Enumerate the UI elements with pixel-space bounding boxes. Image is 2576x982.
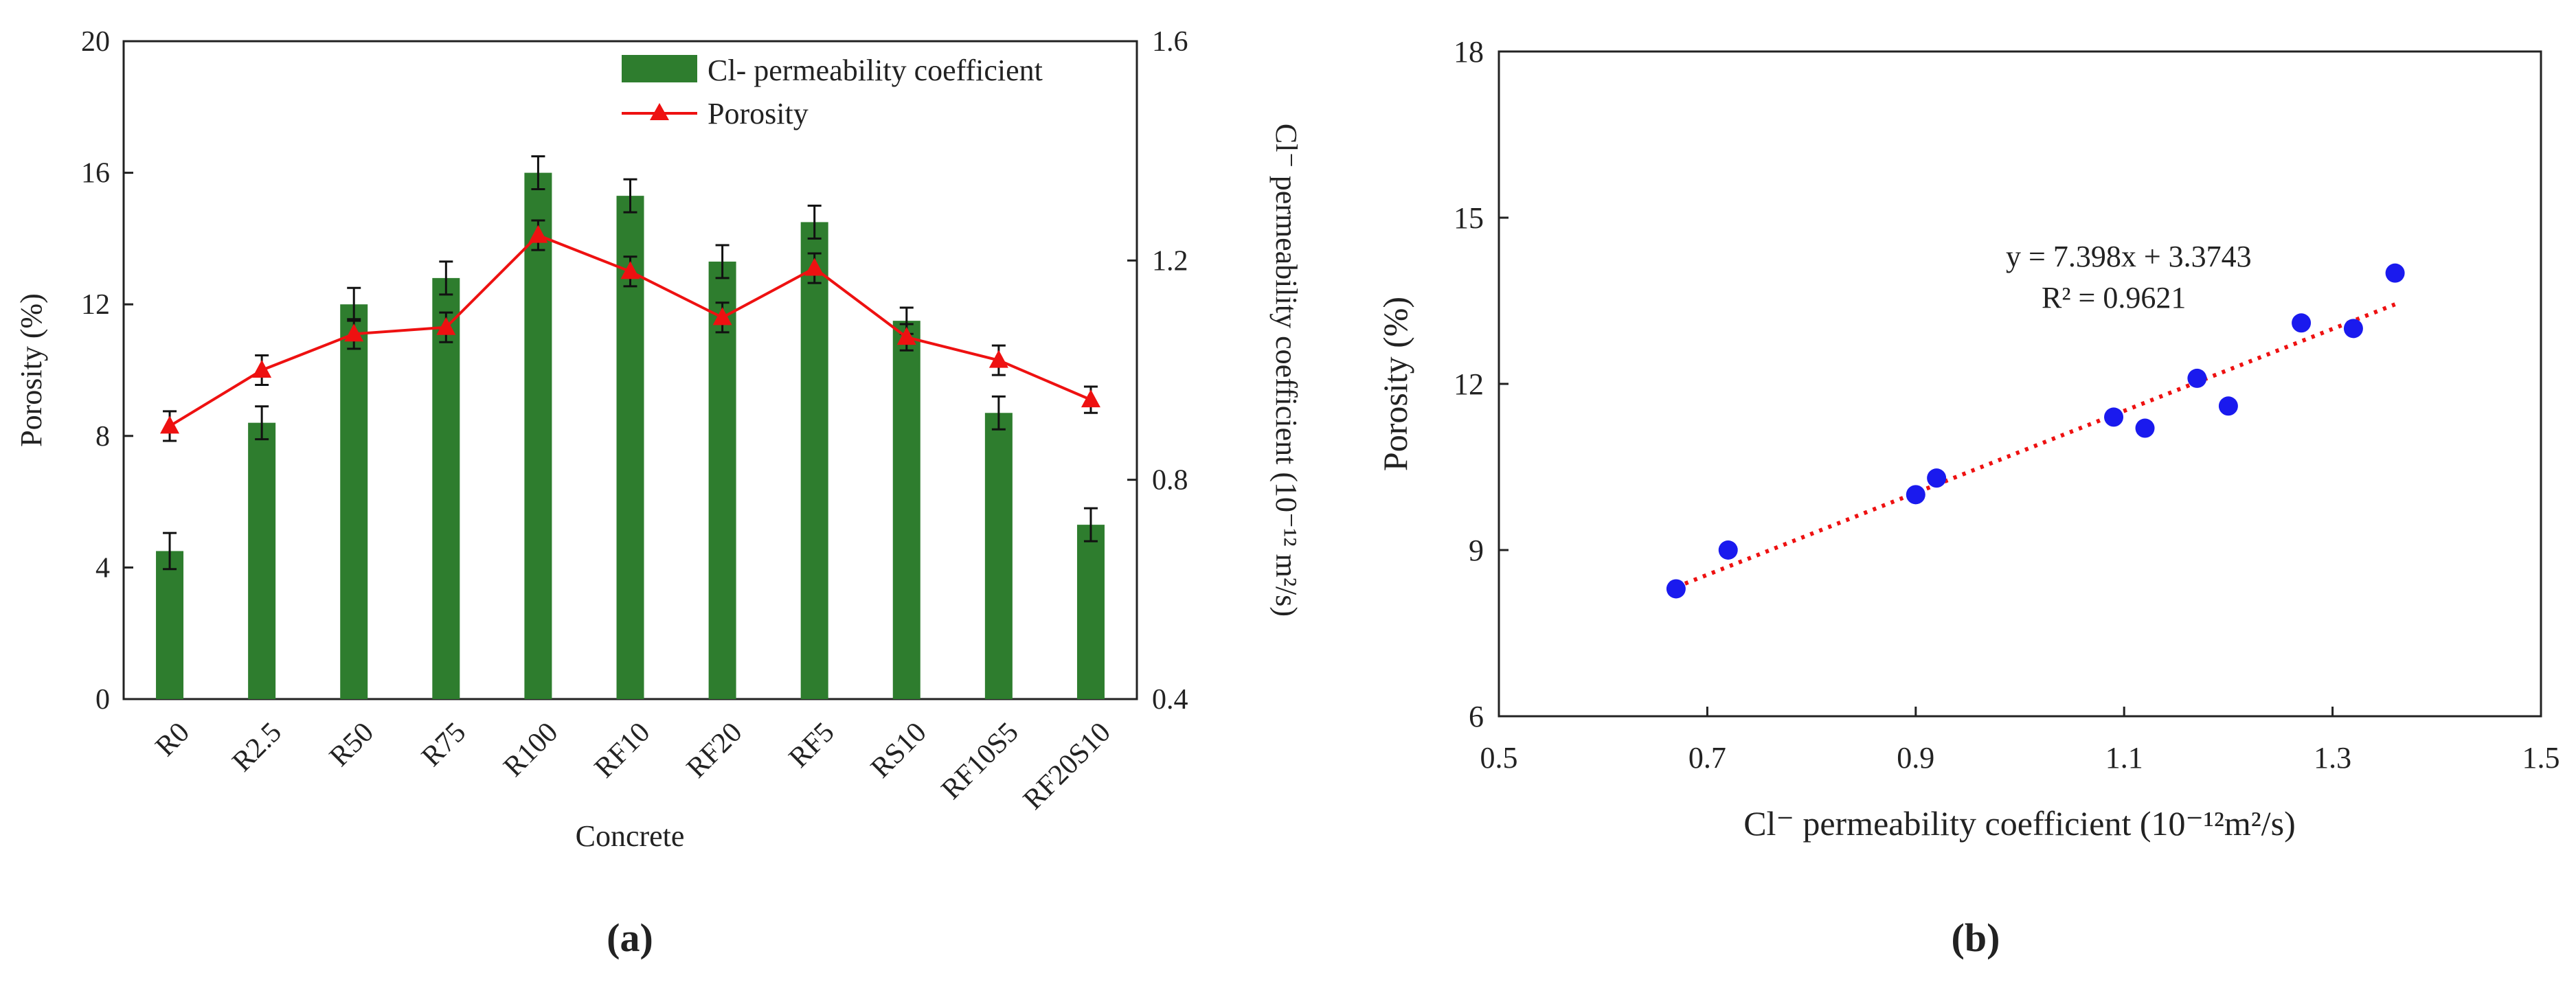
porosity-marker xyxy=(528,225,548,243)
porosity-marker xyxy=(436,317,456,335)
bar xyxy=(1076,525,1105,699)
porosity-marker xyxy=(1081,389,1100,408)
plot-frame-b xyxy=(1498,50,2542,718)
right-tick-label: 0.8 xyxy=(1152,465,1188,496)
x-tick-label: 1.3 xyxy=(2314,741,2351,775)
y-tick-label: 9 xyxy=(1469,534,1484,567)
y-axis-ticks-b: 6 9 12 15 18 xyxy=(1454,35,1509,733)
category-label: R2.5 xyxy=(227,716,288,777)
right-axis-ticks-a: 0.4 0.8 1.2 1.6 xyxy=(1127,26,1188,716)
left-tick-label: 0 xyxy=(95,684,110,716)
legend-a: Cl- permeability coefficient Porosity xyxy=(622,54,1043,130)
category-label: RF10 xyxy=(589,716,657,784)
category-label: RS10 xyxy=(865,716,933,784)
category-label: R100 xyxy=(497,716,564,783)
scatter-point xyxy=(1718,540,1738,560)
category-label: R50 xyxy=(324,716,380,773)
porosity-markers xyxy=(160,225,1100,434)
left-tick-label: 16 xyxy=(81,158,110,190)
category-label: RF20S10 xyxy=(1017,716,1117,816)
panel-label-b: (b) xyxy=(1952,915,2000,960)
left-tick-label: 12 xyxy=(81,289,110,321)
scatter-points xyxy=(1666,263,2405,599)
scatter-point xyxy=(1666,579,1686,599)
y-tick-label: 6 xyxy=(1469,700,1484,733)
scatter-point xyxy=(2343,319,2363,339)
left-tick-label: 8 xyxy=(95,421,110,453)
bar xyxy=(156,551,184,699)
x-axis-ticks-b: 0.5 0.7 0.9 1.1 1.3 1.5 xyxy=(1480,707,2560,775)
bar xyxy=(984,413,1013,699)
bar xyxy=(340,304,368,699)
legend-line-label: Porosity xyxy=(708,97,809,130)
category-labels: R0 R2.5 R50 R75 R100 RF10 RF20 RF5 RS10 RF10S5RF2… xyxy=(150,716,1117,816)
y-tick-label: 15 xyxy=(1454,201,1484,235)
legend-bar-swatch xyxy=(622,55,697,82)
scatter-point xyxy=(2135,418,2155,438)
right-tick-label: 1.2 xyxy=(1152,245,1188,277)
scatter-point xyxy=(2187,368,2207,388)
panel-b: 6 9 12 15 18 0.5 0.7 0.9 1.1 1.3 1.5 y = 7.398x +… xyxy=(1376,35,2560,960)
y-tick-label: 18 xyxy=(1454,35,1484,69)
x-tick-label: 1.1 xyxy=(2105,741,2143,775)
y-axis-label-b: Porosity (%) xyxy=(1376,297,1414,471)
r-squared: R² = 0.9621 xyxy=(2042,281,2186,315)
porosity-marker xyxy=(160,415,180,434)
trendline xyxy=(1675,302,2396,589)
x-tick-label: 0.7 xyxy=(1688,741,1726,775)
bar xyxy=(248,422,276,699)
bar xyxy=(432,277,460,699)
left-tick-label: 4 xyxy=(95,552,110,584)
scatter-point xyxy=(2385,263,2405,283)
porosity-marker xyxy=(344,323,364,342)
left-tick-label: 20 xyxy=(81,26,110,58)
x-tick-label: 0.9 xyxy=(1897,741,1934,775)
right-tick-label: 0.4 xyxy=(1152,684,1188,716)
right-tick-label: 1.6 xyxy=(1152,26,1188,58)
panel-label-a: (a) xyxy=(607,915,653,960)
porosity-marker xyxy=(620,261,640,279)
porosity-marker xyxy=(804,258,824,276)
category-label: R75 xyxy=(416,716,472,773)
porosity-marker xyxy=(712,307,732,326)
bar xyxy=(708,261,736,699)
scatter-point xyxy=(2104,407,2124,427)
scatter-point xyxy=(1927,468,1947,488)
left-axis-label-a: Porosity (%) xyxy=(14,293,48,447)
bar xyxy=(892,321,920,699)
porosity-marker xyxy=(896,327,916,345)
scatter-point xyxy=(2292,313,2312,333)
category-label: RF5 xyxy=(783,716,841,774)
x-tick-label: 0.5 xyxy=(1480,741,1518,775)
x-axis-label-b: Cl⁻ permeability coefficient (10⁻¹²m²/s) xyxy=(1743,804,2296,843)
legend-triangle-marker-icon xyxy=(650,103,669,120)
left-axis-ticks-a: 0 4 8 12 16 20 xyxy=(81,26,133,716)
porosity-marker xyxy=(988,350,1008,368)
bar-series xyxy=(156,172,1105,700)
x-tick-label: 1.5 xyxy=(2522,741,2560,775)
porosity-marker xyxy=(252,360,272,378)
legend-bar-label: Cl- permeability coefficient xyxy=(708,54,1043,87)
y-tick-label: 12 xyxy=(1454,367,1484,401)
category-label: RF10S5 xyxy=(936,716,1025,806)
category-label: RF20 xyxy=(681,716,749,784)
x-axis-label-a: Concrete xyxy=(576,819,685,853)
bar xyxy=(524,172,552,700)
fit-equation: y = 7.398x + 3.3743 xyxy=(2006,240,2252,273)
category-label: R0 xyxy=(150,716,196,762)
right-axis-label-a: Cl⁻ permeability coefficient (10⁻¹² m²/s… xyxy=(1269,124,1303,617)
bar xyxy=(800,222,828,699)
scatter-point xyxy=(1906,485,1925,505)
scatter-point xyxy=(2218,396,2238,416)
